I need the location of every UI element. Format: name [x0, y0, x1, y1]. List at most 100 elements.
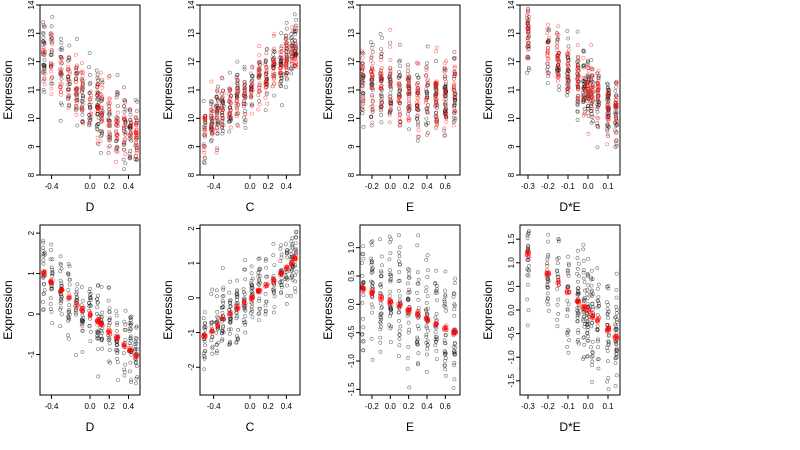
fitted-point [216, 106, 221, 110]
observed-point [42, 90, 47, 95]
observed-point [243, 308, 248, 313]
observed-point [87, 82, 92, 87]
observed-point [272, 294, 277, 299]
fitted-point [74, 66, 79, 70]
fitted-point [279, 49, 284, 54]
observed-point [575, 310, 580, 315]
fitted-point [614, 85, 619, 89]
observed-point [127, 326, 132, 331]
x-axis-label: D*E [559, 200, 580, 214]
observed-point [96, 374, 101, 379]
observed-point [284, 250, 289, 255]
plot-frame [359, 224, 461, 396]
observed-point [370, 243, 374, 248]
observed-point [41, 31, 46, 35]
observed-point [590, 339, 595, 344]
y-tick-label: 14 [27, 0, 36, 9]
observed-point [425, 294, 430, 299]
observed-point [214, 349, 219, 353]
fitted-point [96, 76, 101, 81]
observed-point [388, 251, 393, 256]
fitted-point [49, 61, 53, 65]
observed-point [243, 82, 248, 87]
fitted-point [234, 114, 239, 119]
observed-point [585, 106, 590, 111]
fitted-point [581, 306, 586, 311]
observed-point [565, 308, 570, 313]
observed-point [115, 90, 120, 95]
observed-point [99, 336, 104, 341]
x-axis-label: E [406, 420, 414, 434]
fitted-point [214, 115, 219, 120]
fitted-point [87, 116, 92, 121]
observed-point [67, 43, 72, 48]
fitted-point [98, 129, 103, 134]
fitted-point [242, 93, 246, 98]
observed-point [133, 347, 138, 351]
observed-point [122, 167, 126, 172]
observed-point [236, 327, 241, 332]
y-axis-label: Expression [1, 280, 15, 339]
fitted-point [387, 113, 392, 117]
observed-point [115, 73, 120, 78]
observed-point [41, 87, 46, 92]
observed-point [567, 338, 571, 343]
fitted-point [66, 65, 71, 69]
observed-point [115, 320, 120, 325]
fitted-point [292, 38, 297, 42]
observed-point [279, 255, 284, 260]
observed-point [123, 328, 128, 332]
x-tick-label: -0.2 [541, 182, 555, 191]
fitted-point [361, 98, 365, 103]
observed-point [209, 116, 214, 120]
observed-point [589, 345, 594, 350]
fitted-point [545, 26, 550, 31]
observed-point [581, 258, 586, 263]
observed-point [575, 319, 580, 324]
observed-point [235, 278, 240, 283]
observed-point [122, 369, 127, 374]
observed-point [50, 257, 55, 262]
observed-point [565, 93, 569, 98]
observed-point [66, 314, 71, 319]
y-tick-label: 8 [347, 172, 356, 177]
fitted-point [443, 114, 448, 118]
y-tick-label: -1.0 [347, 354, 356, 368]
observed-point [526, 66, 531, 70]
fitted-point [452, 90, 457, 95]
fitted-point [79, 108, 84, 112]
observed-point [546, 232, 551, 237]
observed-point [407, 327, 412, 332]
fitted-point [129, 133, 134, 138]
observed-point [42, 77, 47, 82]
fitted-point [95, 140, 100, 145]
observed-point [566, 268, 571, 273]
observed-point [614, 93, 619, 98]
fitted-point [370, 108, 375, 113]
fitted-point [605, 132, 610, 137]
observed-point [546, 239, 550, 244]
fitted-point [114, 335, 119, 340]
fitted-point [452, 89, 457, 94]
observed-point [209, 137, 214, 142]
fitted-point [243, 112, 248, 117]
observed-point [590, 363, 594, 368]
fitted-point [285, 76, 290, 81]
fitted-point [127, 133, 132, 138]
observed-point [397, 262, 402, 267]
fitted-point [81, 121, 86, 126]
fitted-point [555, 54, 560, 59]
observed-point [41, 35, 46, 40]
observed-point [369, 258, 374, 263]
observed-point [581, 317, 586, 322]
fitted-point [398, 119, 403, 124]
fitted-point [49, 92, 54, 97]
observed-point [577, 261, 581, 266]
x-tick-label: 0.4 [421, 182, 433, 191]
observed-point [122, 142, 127, 146]
fitted-point [614, 104, 618, 109]
fitted-point [452, 81, 457, 86]
observed-point [425, 306, 430, 311]
observed-point [221, 301, 226, 305]
observed-point [293, 32, 298, 37]
